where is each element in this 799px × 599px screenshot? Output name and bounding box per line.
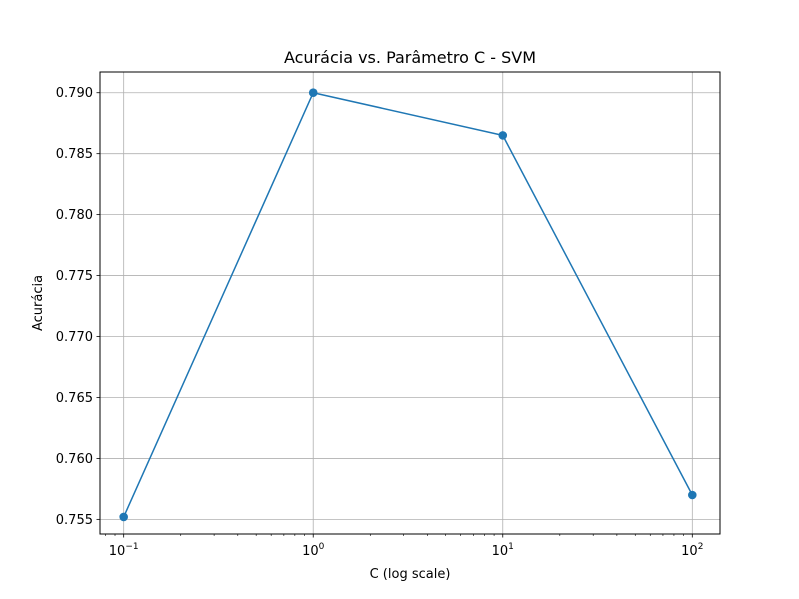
- x-tick-exponent: 0: [319, 542, 325, 552]
- y-tick-label: 0.755: [56, 513, 93, 528]
- y-tick-label: 0.775: [56, 269, 93, 284]
- y-tick-label: 0.760: [56, 452, 93, 467]
- x-axis-label: C (log scale): [370, 567, 451, 582]
- x-tick-base: 10: [302, 544, 319, 559]
- x-tick-exponent: −1: [125, 542, 138, 552]
- data-point: [119, 512, 128, 522]
- ticks: 0.755 0.760 0.765 0.770 0.775 0.780 0.785 0.790…: [56, 86, 704, 559]
- y-tick-label: 0.790: [56, 86, 93, 101]
- y-tick-label: 0.780: [56, 208, 93, 223]
- chart-title: Acurácia vs. Parâmetro C - SVM: [284, 48, 536, 67]
- y-tick-label: 0.785: [56, 147, 93, 162]
- x-tick-label: 10−1: [109, 542, 139, 559]
- y-tick-label: 0.770: [56, 330, 93, 345]
- x-tick-label: 102: [681, 542, 703, 559]
- y-axis-label: Acurácia: [31, 275, 46, 331]
- x-tick-exponent: 1: [508, 542, 514, 552]
- x-tick-exponent: 2: [698, 542, 704, 552]
- y-tick-label: 0.765: [56, 391, 93, 406]
- x-tick-base: 10: [681, 544, 698, 559]
- x-tick-base: 10: [492, 544, 509, 559]
- series-line: [122, 91, 693, 518]
- data-point: [688, 490, 697, 500]
- plot-frame: [99, 71, 721, 535]
- x-tick-base: 10: [109, 544, 126, 559]
- x-tick-label: 100: [302, 542, 325, 559]
- series-layer: [119, 88, 697, 522]
- x-tick-label: 101: [492, 542, 514, 559]
- data-point: [498, 131, 508, 140]
- grid: [100, 72, 720, 534]
- data-point: [308, 88, 318, 98]
